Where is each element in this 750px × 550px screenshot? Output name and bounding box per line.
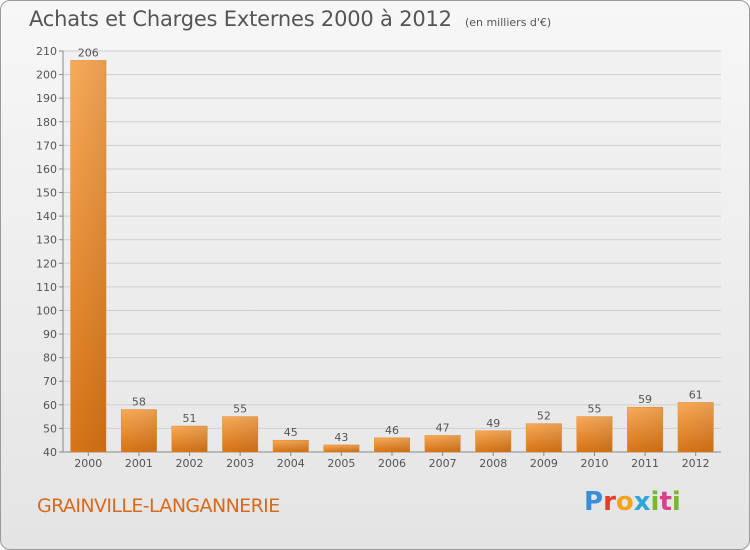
y-tick-label: 180 bbox=[36, 116, 57, 129]
bar-shade-2001 bbox=[121, 409, 157, 452]
bar-shade-2007 bbox=[424, 435, 461, 452]
y-tick-label: 130 bbox=[36, 234, 57, 247]
logo-letter: o bbox=[615, 487, 634, 517]
x-tick-label: 2000 bbox=[74, 457, 102, 470]
x-tick-label: 2003 bbox=[226, 457, 254, 470]
y-tick-label: 90 bbox=[43, 328, 57, 341]
x-tick-label: 2002 bbox=[176, 457, 204, 470]
y-tick-label: 190 bbox=[36, 92, 57, 105]
y-tick-label: 100 bbox=[36, 304, 57, 317]
data-label: 61 bbox=[689, 388, 703, 401]
y-tick-label: 120 bbox=[36, 257, 57, 270]
data-label: 55 bbox=[233, 403, 247, 416]
logo-letter: r bbox=[603, 487, 616, 517]
bar-shade-2003 bbox=[222, 416, 258, 452]
grid bbox=[63, 50, 721, 453]
bar-shade-2009 bbox=[526, 423, 562, 452]
data-label: 59 bbox=[638, 393, 652, 406]
bar-shade-2011 bbox=[627, 407, 663, 452]
bar-shade-2002 bbox=[171, 426, 208, 452]
y-tick-label: 150 bbox=[36, 187, 57, 200]
data-labels: 206 58 51 55 45 43 46 47 49 52 55 59 61 bbox=[78, 46, 703, 443]
data-label: 52 bbox=[537, 410, 551, 423]
logo-letter: P bbox=[584, 487, 604, 517]
data-label: 49 bbox=[486, 417, 500, 430]
title-row: Achats et Charges Externes 2000 à 2012 (… bbox=[29, 7, 551, 31]
bar-shade-2006 bbox=[374, 437, 410, 452]
data-label: 55 bbox=[587, 403, 601, 416]
x-tick-label: 2011 bbox=[631, 457, 659, 470]
bars bbox=[70, 60, 714, 453]
proxiti-logo: Proxiti bbox=[584, 487, 681, 517]
data-label: 47 bbox=[436, 421, 450, 434]
bar-shade-2008 bbox=[475, 430, 511, 452]
data-label: 206 bbox=[78, 46, 99, 59]
y-tick-label: 210 bbox=[36, 45, 57, 58]
y-tick-label: 110 bbox=[36, 281, 57, 294]
logo-letter: i bbox=[671, 487, 681, 517]
y-tick-label: 40 bbox=[43, 446, 57, 459]
data-label: 45 bbox=[284, 426, 298, 439]
place-name: GRAINVILLE-LANGANNERIE bbox=[37, 495, 280, 517]
logo-letter: t bbox=[659, 487, 672, 517]
x-axis-ticks: 2000 2001 2002 2003 2004 2005 2006 2007 2008 2009… bbox=[74, 452, 710, 470]
y-tick-label: 60 bbox=[43, 399, 57, 412]
y-axis-ticks: 40 50 60 70 80 90 100 110 120 130 140 150 160 170 180 1… bbox=[36, 45, 63, 459]
y-tick-label: 50 bbox=[43, 422, 57, 435]
bar-shade-2010 bbox=[576, 416, 613, 452]
chart-subtitle: (en milliers d'€) bbox=[464, 16, 552, 29]
y-tick-label: 200 bbox=[36, 69, 57, 82]
data-label: 51 bbox=[183, 412, 197, 425]
chart-title: Achats et Charges Externes 2000 à 2012 bbox=[29, 7, 452, 31]
plot-area bbox=[63, 51, 721, 452]
y-tick-label: 170 bbox=[36, 139, 57, 152]
logo-letter: i bbox=[650, 487, 660, 517]
bar-shade-2005 bbox=[323, 444, 360, 452]
x-tick-label: 2010 bbox=[580, 457, 608, 470]
x-tick-label: 2006 bbox=[378, 457, 406, 470]
x-tick-label: 2005 bbox=[327, 457, 355, 470]
bar-shade-2004 bbox=[273, 440, 309, 452]
logo-letter: x bbox=[633, 487, 651, 517]
data-label: 43 bbox=[334, 431, 348, 444]
y-tick-label: 70 bbox=[43, 375, 57, 388]
y-tick-label: 160 bbox=[36, 163, 57, 176]
y-tick-label: 140 bbox=[36, 210, 57, 223]
bar-shade-2000 bbox=[70, 60, 107, 452]
x-tick-label: 2009 bbox=[530, 457, 558, 470]
x-tick-label: 2001 bbox=[125, 457, 153, 470]
data-label: 58 bbox=[132, 396, 146, 409]
x-tick-label: 2008 bbox=[479, 457, 507, 470]
bar-chart: 40 50 60 70 80 90 100 110 120 130 140 150 160 170 180 1… bbox=[36, 45, 721, 470]
x-tick-label: 2012 bbox=[682, 457, 710, 470]
x-tick-label: 2004 bbox=[277, 457, 305, 470]
bar-shade-2012 bbox=[677, 402, 714, 452]
x-tick-label: 2007 bbox=[429, 457, 457, 470]
data-label: 46 bbox=[385, 424, 399, 437]
y-tick-label: 80 bbox=[43, 352, 57, 365]
